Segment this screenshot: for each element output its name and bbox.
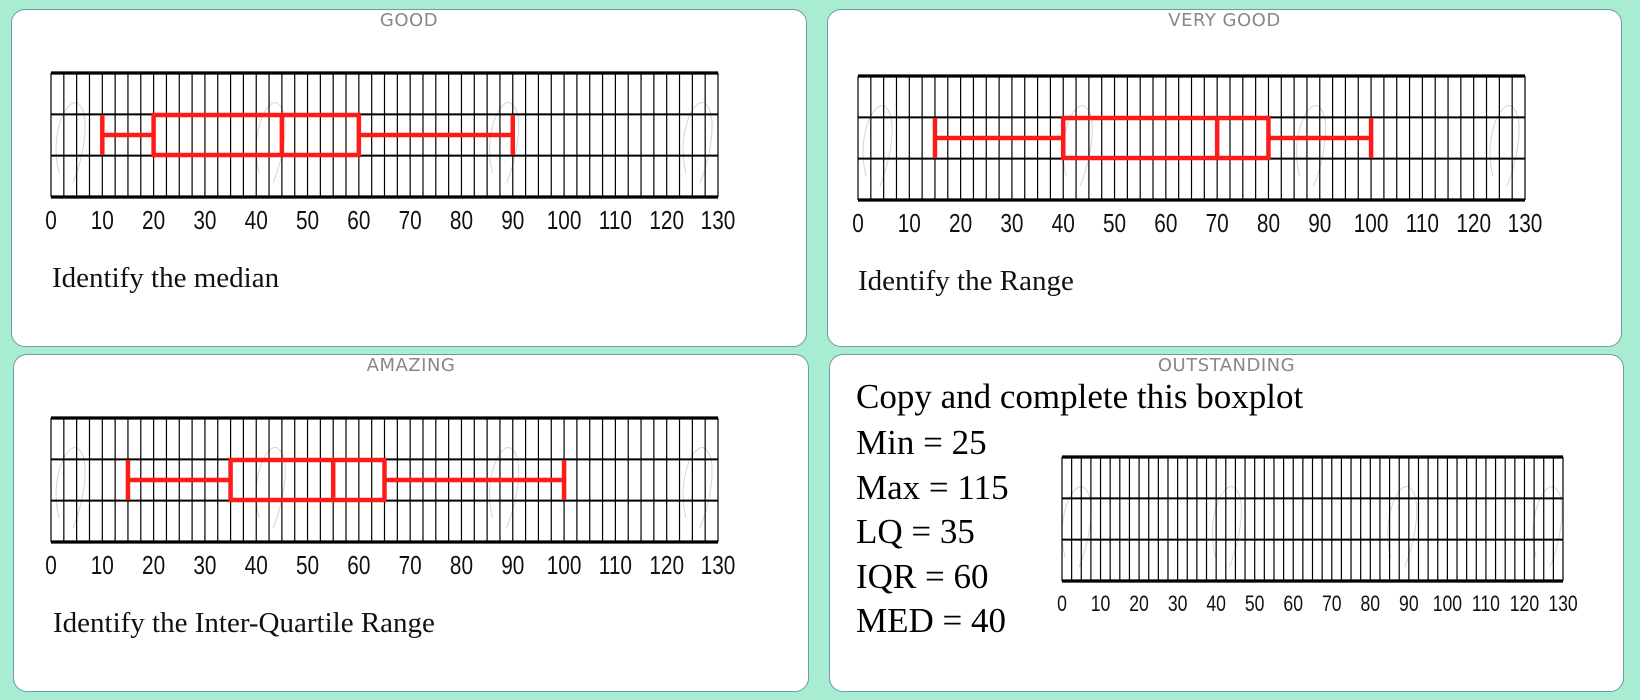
x-tick-label: 120 [649,551,684,580]
x-tick-label: 70 [1206,209,1229,238]
x-tick-label: 30 [193,551,216,580]
x-tick-label: 80 [1257,209,1280,238]
card-label: VERY GOOD [1168,10,1281,31]
x-tick-label: 70 [1322,592,1342,616]
stat-min: Min = 25 [856,423,987,462]
stat-iqr: IQR = 60 [856,556,989,596]
exercise-title: Copy and complete this boxplot [856,377,1304,416]
card-label: GOOD [379,10,439,31]
stat-max: Max = 115 [856,467,1009,507]
x-tick-label: 20 [142,206,165,235]
x-tick-label: 100 [1354,209,1389,238]
grid [50,416,719,544]
x-tick-label: 130 [1508,209,1543,238]
x-tick-label: 10 [91,206,114,235]
x-tick-label: 80 [450,551,473,580]
boxplot-chart-very-good: 0 10 20 30 40 50 60 70 80 90 100 110 120 130 [852,74,1543,238]
decoration-stroke [1061,486,1092,568]
x-tick-label: 100 [547,206,582,235]
boxplot-chart-good: 0 10 20 30 40 50 60 70 80 90 100 110 120 130 [45,71,736,235]
x-tick-label: 60 [347,206,370,235]
card-good: GOOD 0 10 20 30 40 50 60 70 80 90 100 110 120 130 Ide… [11,9,807,347]
x-tick-label: 40 [245,206,268,235]
x-tick-label: 130 [701,206,736,235]
x-tick-label: 110 [599,206,632,235]
x-tick-label: 40 [1206,592,1226,616]
decoration-stroke [1489,105,1520,187]
x-tick-label: 40 [245,551,268,580]
decoration-stroke [1211,486,1242,568]
x-tick-label: 40 [1052,209,1075,238]
x-tick-label: 50 [1103,209,1126,238]
card-very-good: VERY GOOD 0 10 20 30 40 50 60 70 80 90 100 110 120 13… [827,9,1622,347]
x-tick-label: 120 [1456,209,1491,238]
x-tick-label: 130 [701,551,736,580]
x-tick-label: 20 [142,551,165,580]
x-tick-label: 60 [1283,592,1303,616]
grid [1061,455,1564,583]
x-tick-label: 120 [1510,592,1539,616]
x-tick-label: 70 [399,206,422,235]
x-tick-label: 10 [898,209,921,238]
question-prompt: Identify the Range [858,265,1074,297]
x-tick-label: 90 [501,551,524,580]
decoration-stroke [489,102,520,184]
x-tick-label: 70 [399,551,422,580]
x-tick-label: 110 [1472,592,1500,616]
card-label: AMAZING [366,355,456,376]
x-tick-label: 20 [1129,592,1149,616]
empty-boxplot-grid: 0 10 20 30 40 50 60 70 80 90 100 110 120 130 [1057,455,1578,617]
card-label: OUTSTANDING [1157,355,1296,376]
x-tick-label: 50 [1245,592,1265,616]
x-tick-label: 110 [1406,209,1439,238]
x-tick-label: 30 [193,206,216,235]
x-tick-label: 110 [599,551,632,580]
x-tick-label: 0 [45,206,57,235]
x-tick-label: 10 [1091,592,1111,616]
question-prompt: Identify the median [52,262,280,294]
decoration-stroke [489,447,520,529]
x-tick-label: 90 [501,206,524,235]
x-tick-label: 80 [1361,592,1381,616]
x-tick-label: 100 [547,551,582,580]
stats-list: Min = 25 Max = 115 LQ = 35 IQR = 60 MED … [856,421,1009,644]
card-outstanding: OUTSTANDING Copy and complete this boxpl… [829,354,1624,692]
decoration-stroke [682,447,713,529]
decoration-stroke [682,102,713,184]
x-tick-label: 30 [1000,209,1023,238]
x-tick-label: 120 [649,206,684,235]
x-tick-label: 60 [347,551,370,580]
boxplot-chart-amazing: 0 10 20 30 40 50 60 70 80 90 100 110 120 130 [45,416,736,580]
x-tick-label: 90 [1399,592,1419,616]
question-prompt: Identify the Inter-Quartile Range [53,607,435,639]
x-tick-label: 80 [450,206,473,235]
iqr-box [228,457,387,503]
x-tick-label: 100 [1433,592,1462,616]
stat-med: MED = 40 [856,601,1007,640]
x-tick-label: 130 [1548,592,1577,616]
x-tick-label: 50 [296,551,319,580]
card-amazing: AMAZING 0 10 20 30 40 50 60 70 80 90 100 110 120 130 … [13,354,809,692]
x-tick-label: 10 [91,551,114,580]
x-tick-label: 0 [1057,592,1067,616]
x-tick-label: 20 [949,209,972,238]
iqr-box [1060,115,1271,161]
x-tick-label: 60 [1154,209,1177,238]
stat-lq: LQ = 35 [856,512,975,551]
x-tick-label: 30 [1168,592,1188,616]
iqr-box [151,112,362,158]
x-tick-label: 90 [1308,209,1331,238]
x-tick-label: 0 [852,209,864,238]
x-tick-label: 50 [296,206,319,235]
x-tick-label: 0 [45,551,57,580]
decoration-stroke [1296,105,1327,187]
